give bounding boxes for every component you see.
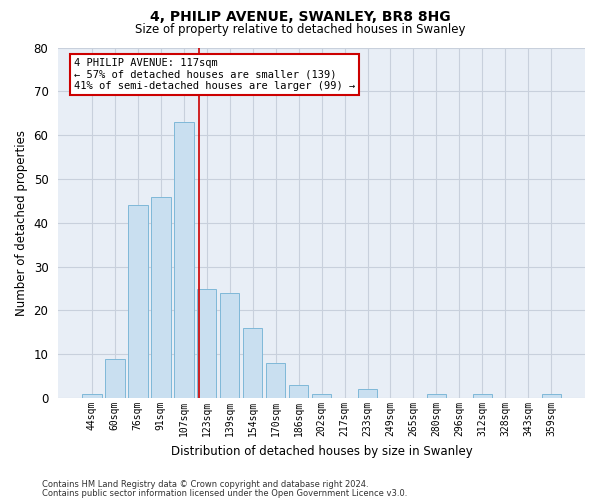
- Bar: [289, 385, 308, 398]
- Text: Contains HM Land Registry data © Crown copyright and database right 2024.: Contains HM Land Registry data © Crown c…: [42, 480, 368, 489]
- Bar: [128, 206, 148, 398]
- Text: 4 PHILIP AVENUE: 117sqm
← 57% of detached houses are smaller (139)
41% of semi-d: 4 PHILIP AVENUE: 117sqm ← 57% of detache…: [74, 58, 355, 91]
- Bar: [197, 288, 217, 398]
- X-axis label: Distribution of detached houses by size in Swanley: Distribution of detached houses by size …: [171, 444, 472, 458]
- Bar: [542, 394, 561, 398]
- Text: 4, PHILIP AVENUE, SWANLEY, BR8 8HG: 4, PHILIP AVENUE, SWANLEY, BR8 8HG: [149, 10, 451, 24]
- Bar: [82, 394, 101, 398]
- Bar: [105, 358, 125, 398]
- Bar: [266, 363, 286, 398]
- Bar: [151, 196, 170, 398]
- Y-axis label: Number of detached properties: Number of detached properties: [15, 130, 28, 316]
- Bar: [174, 122, 194, 398]
- Bar: [473, 394, 492, 398]
- Text: Contains public sector information licensed under the Open Government Licence v3: Contains public sector information licen…: [42, 490, 407, 498]
- Bar: [312, 394, 331, 398]
- Bar: [220, 293, 239, 398]
- Bar: [427, 394, 446, 398]
- Bar: [358, 390, 377, 398]
- Text: Size of property relative to detached houses in Swanley: Size of property relative to detached ho…: [135, 22, 465, 36]
- Bar: [243, 328, 262, 398]
